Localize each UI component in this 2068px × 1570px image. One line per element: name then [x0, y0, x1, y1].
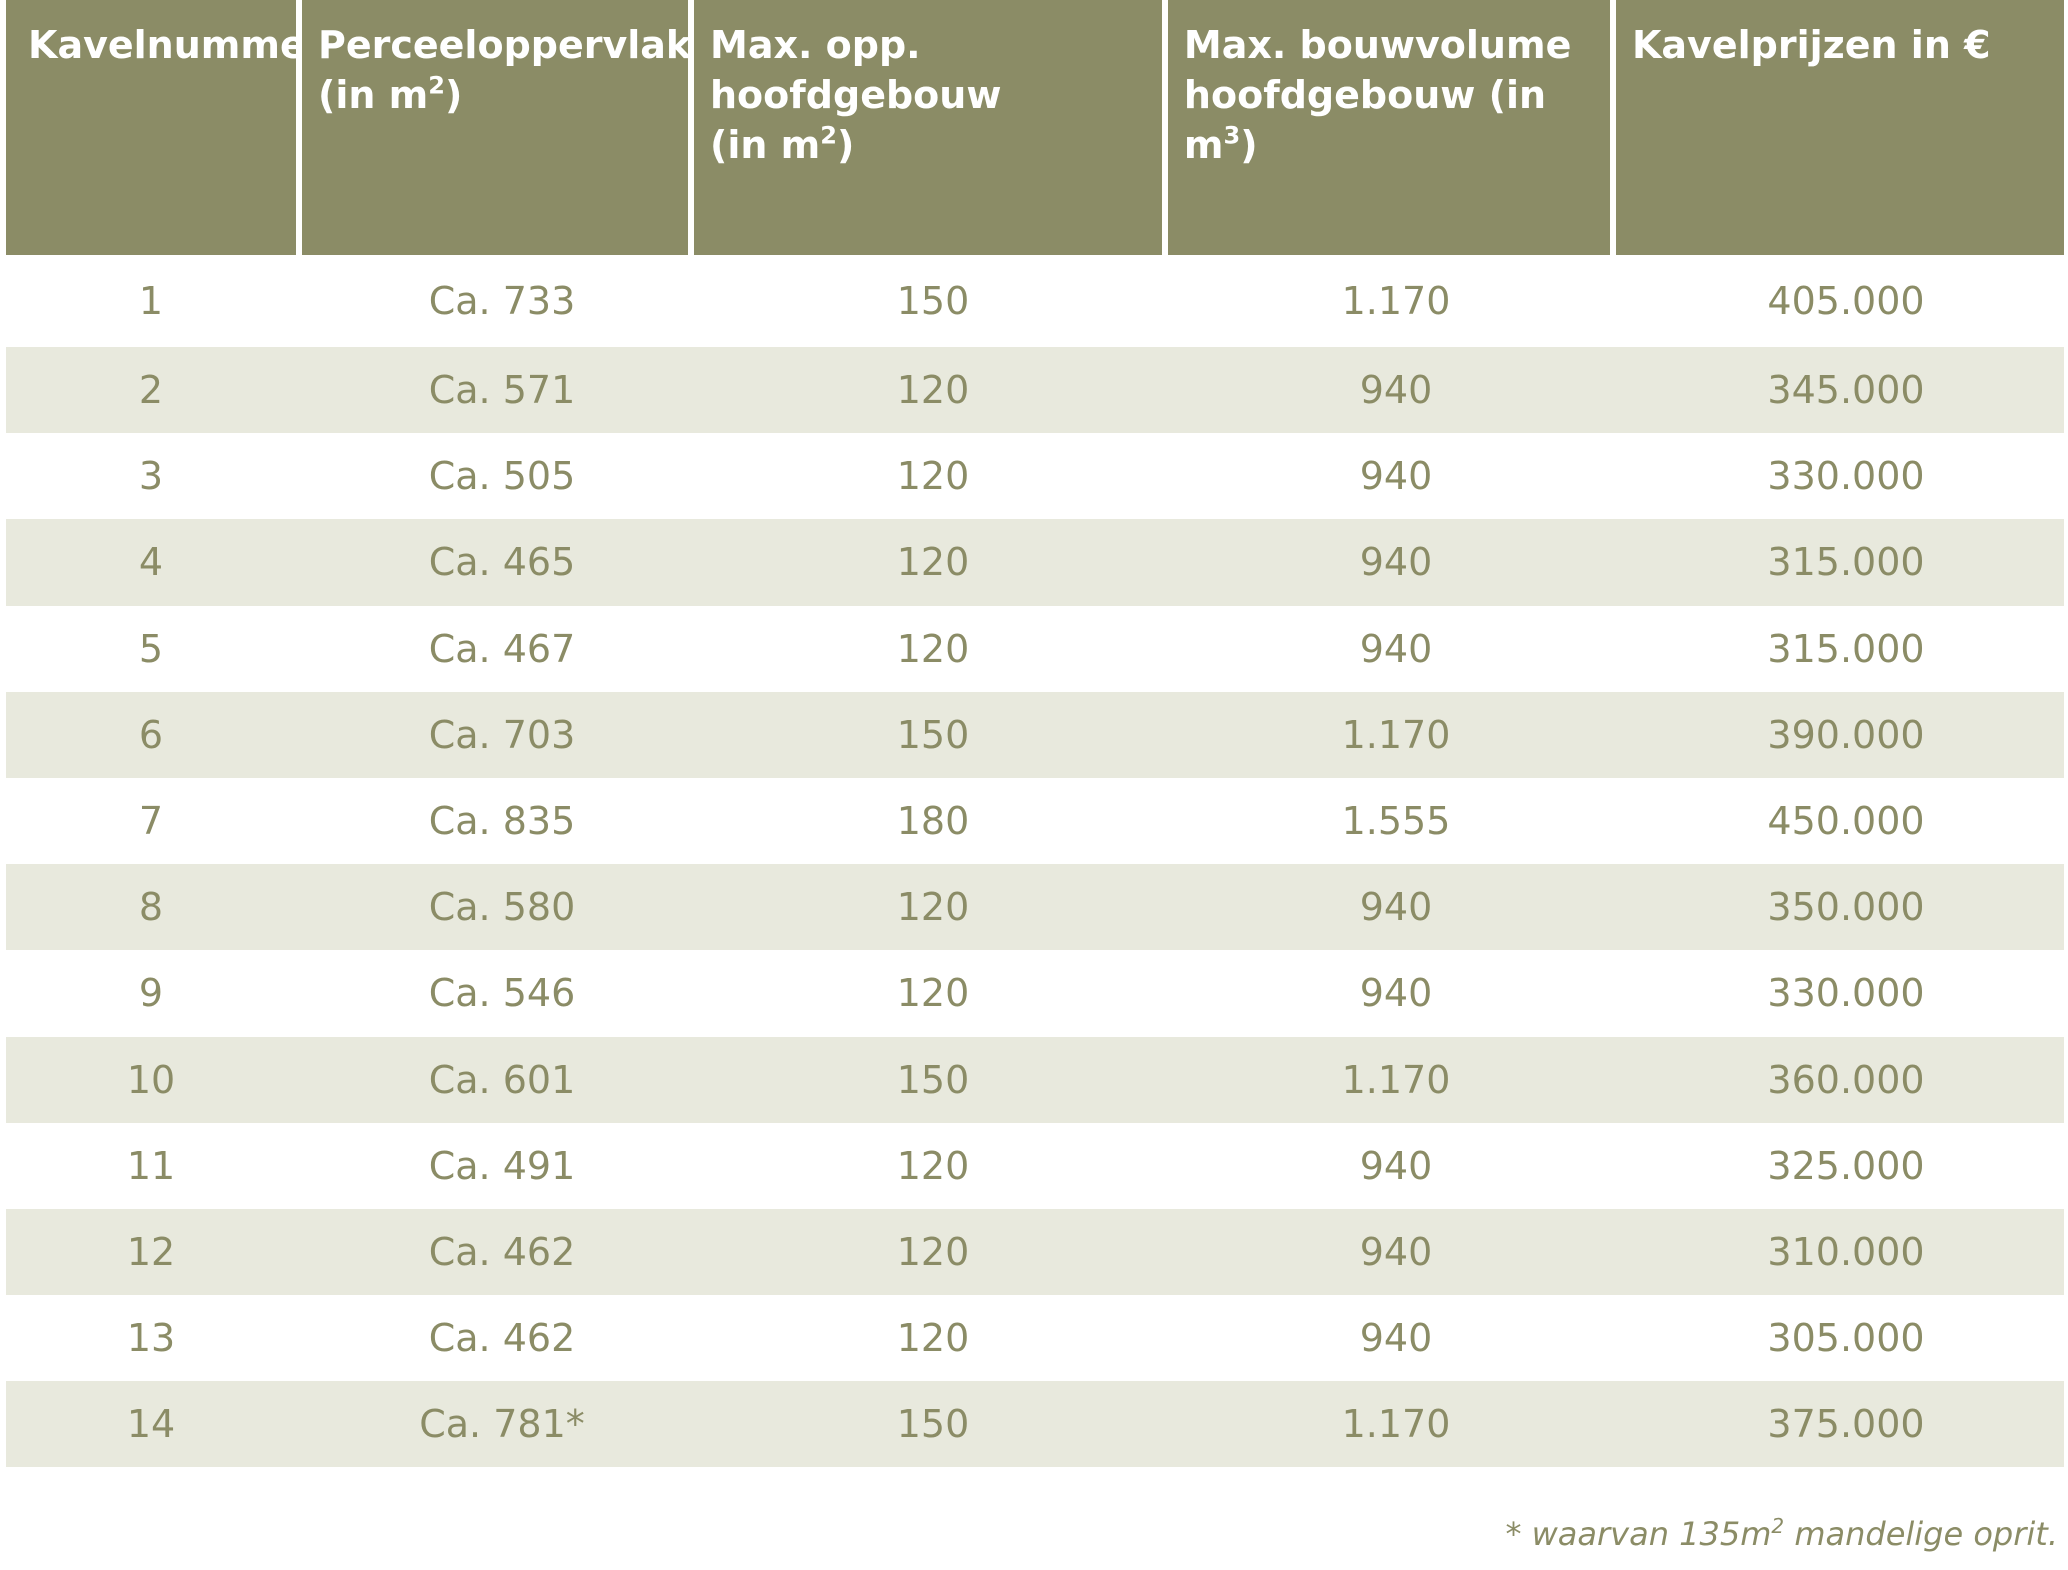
table-row: 12 Ca. 462 120 940 310.000	[6, 1208, 2064, 1296]
cell-max-opp: 120	[896, 1316, 970, 1361]
footnote-text-end: mandelige oprit.	[1784, 1515, 2058, 1553]
cell-max-bouwvolume: 940	[1359, 540, 1433, 585]
cell-kavelnummer: 7	[138, 799, 164, 844]
cell-perceeloppervlakte: Ca. 571	[428, 368, 576, 413]
cell-kavelnummer: 5	[138, 626, 164, 671]
table-row: 5 Ca. 467 120 940 315.000	[6, 606, 2064, 692]
cell-kavelprijs: 405.000	[1767, 279, 1925, 323]
cell-max-opp: 120	[896, 971, 970, 1016]
cell-perceeloppervlakte: Ca. 546	[428, 971, 576, 1016]
cell-perceeloppervlakte: Ca. 601	[428, 1057, 576, 1102]
cell-perceeloppervlakte: Ca. 462	[428, 1229, 576, 1274]
cell-kavelprijs: 360.000	[1767, 1057, 1925, 1102]
table-row: 10 Ca. 601 150 1.170 360.000	[6, 1036, 2064, 1123]
cell-perceeloppervlakte: Ca. 835	[428, 799, 576, 844]
cell-kavelprijs: 330.000	[1767, 454, 1925, 499]
header-max-bouwvolume: Max. bouwvolume hoofdgebouw (in m3)	[1167, 0, 1610, 255]
table-body: 1 Ca. 733 150 1.170 405.000 2 Ca. 571 12…	[6, 255, 2064, 1468]
cell-max-opp: 150	[896, 1057, 970, 1102]
cell-kavelprijs: 315.000	[1767, 540, 1925, 585]
header-kavelprijzen: Kavelprijzen in €	[1615, 0, 2064, 255]
cell-perceeloppervlakte: Ca. 505	[428, 454, 576, 499]
table-row: 2 Ca. 571 120 940 345.000	[6, 347, 2064, 434]
table-row: 4 Ca. 465 120 940 315.000	[6, 519, 2064, 606]
header-max-opp-hoofdgebouw: Max. opp. hoofdgebouw (in m2)	[694, 0, 1162, 255]
cell-kavelnummer: 9	[138, 971, 164, 1016]
cell-kavelprijs: 305.000	[1767, 1316, 1925, 1361]
cell-max-opp: 150	[896, 712, 970, 757]
cell-max-bouwvolume: 940	[1359, 454, 1433, 499]
cell-kavelprijs: 330.000	[1767, 971, 1925, 1016]
cell-perceeloppervlakte: Ca. 462	[428, 1316, 576, 1361]
header-kavelnummer: Kavelnummer	[6, 0, 324, 255]
cell-max-bouwvolume: 1.170	[1341, 712, 1451, 757]
cell-kavelnummer: 11	[126, 1143, 176, 1188]
cell-kavelnummer: 8	[138, 885, 164, 930]
kavel-table: Kavelnummer Perceeloppervlakte (in m2) Ma…	[6, 0, 2064, 1468]
cell-max-opp: 120	[896, 1229, 970, 1274]
cell-kavelnummer: 13	[126, 1316, 176, 1361]
table-row: 8 Ca. 580 120 940 350.000	[6, 864, 2064, 951]
cell-max-bouwvolume: 1.170	[1341, 1057, 1451, 1102]
cell-perceeloppervlakte: Ca. 733	[428, 279, 576, 323]
table-row: 14 Ca. 781* 150 1.170 375.000	[6, 1381, 2064, 1468]
table-row: 6 Ca. 703 150 1.170 390.000	[6, 691, 2064, 778]
footnote-text: * waarvan 135m	[1505, 1515, 1772, 1553]
table-row: 13 Ca. 462 120 940 305.000	[6, 1295, 2064, 1381]
cell-max-opp: 120	[896, 454, 970, 499]
cell-kavelprijs: 450.000	[1767, 799, 1925, 844]
cell-max-opp: 120	[896, 626, 970, 671]
cell-perceeloppervlakte: Ca. 580	[428, 885, 576, 930]
cell-kavelprijs: 325.000	[1767, 1143, 1925, 1188]
table-header-row: Kavelnummer Perceeloppervlakte (in m2) Ma…	[6, 0, 2064, 255]
cell-max-bouwvolume: 940	[1359, 971, 1433, 1016]
cell-max-bouwvolume: 940	[1359, 626, 1433, 671]
cell-max-bouwvolume: 1.555	[1341, 799, 1451, 844]
table-row: 9 Ca. 546 120 940 330.000	[6, 950, 2064, 1036]
cell-max-opp: 120	[896, 885, 970, 930]
cell-max-bouwvolume: 940	[1359, 1229, 1433, 1274]
footnote: * waarvan 135m2 mandelige oprit.	[1505, 1515, 2058, 1553]
cell-max-opp: 120	[896, 368, 970, 413]
table-row: 7 Ca. 835 180 1.555 450.000	[6, 778, 2064, 864]
cell-kavelprijs: 310.000	[1767, 1229, 1925, 1274]
header-perceeloppervlakte: Perceeloppervlakte (in m2)	[302, 0, 735, 255]
cell-kavelnummer: 2	[138, 368, 164, 413]
cell-max-opp: 120	[896, 540, 970, 585]
cell-perceeloppervlakte: Ca. 491	[428, 1143, 576, 1188]
cell-perceeloppervlakte: Ca. 781*	[419, 1402, 585, 1447]
cell-max-opp: 120	[896, 1143, 970, 1188]
cell-kavelnummer: 6	[138, 712, 164, 757]
cell-kavelnummer: 14	[126, 1402, 176, 1447]
cell-max-bouwvolume: 940	[1359, 1143, 1433, 1188]
cell-max-bouwvolume: 940	[1359, 885, 1433, 930]
cell-max-opp: 150	[896, 1402, 970, 1447]
cell-max-bouwvolume: 940	[1359, 1316, 1433, 1361]
table-row: 3 Ca. 505 120 940 330.000	[6, 433, 2064, 519]
cell-max-bouwvolume: 1.170	[1341, 1402, 1451, 1447]
cell-kavelnummer: 12	[126, 1229, 176, 1274]
cell-kavelprijs: 375.000	[1767, 1402, 1925, 1447]
cell-kavelprijs: 315.000	[1767, 626, 1925, 671]
cell-perceeloppervlakte: Ca. 465	[428, 540, 576, 585]
table-row: 1 Ca. 733 150 1.170 405.000	[6, 255, 2064, 347]
cell-kavelnummer: 3	[138, 454, 164, 499]
cell-kavelnummer: 4	[138, 540, 164, 585]
cell-perceeloppervlakte: Ca. 467	[428, 626, 576, 671]
cell-max-bouwvolume: 1.170	[1341, 279, 1451, 323]
cell-max-opp: 180	[896, 799, 970, 844]
cell-kavelprijs: 390.000	[1767, 712, 1925, 757]
cell-max-opp: 150	[896, 279, 970, 323]
cell-kavelprijs: 345.000	[1767, 368, 1925, 413]
cell-kavelnummer: 1	[138, 279, 164, 323]
cell-perceeloppervlakte: Ca. 703	[428, 712, 576, 757]
footnote-sup: 2	[1771, 1514, 1785, 1538]
cell-kavelnummer: 10	[126, 1057, 176, 1102]
cell-kavelprijs: 350.000	[1767, 885, 1925, 930]
cell-max-bouwvolume: 940	[1359, 368, 1433, 413]
table-row: 11 Ca. 491 120 940 325.000	[6, 1123, 2064, 1209]
